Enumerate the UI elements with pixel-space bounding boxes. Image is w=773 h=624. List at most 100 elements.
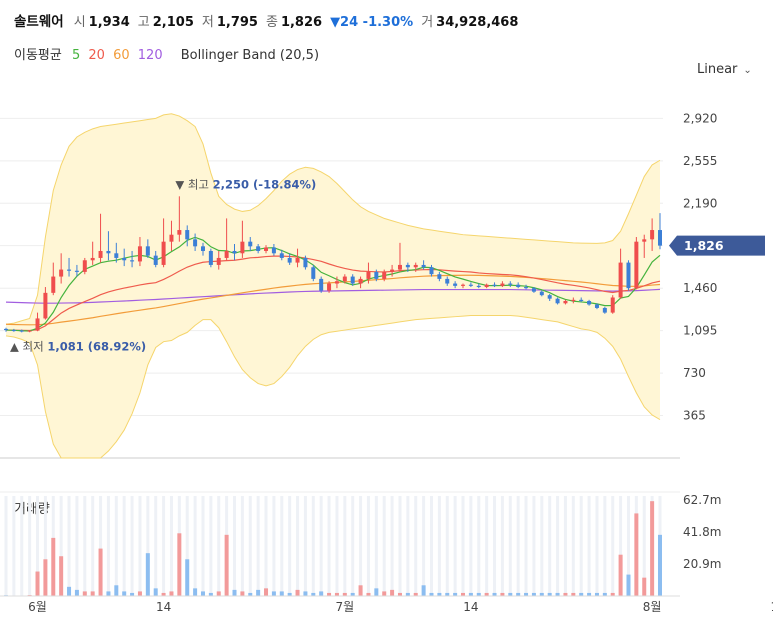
volume-bar (461, 592, 466, 596)
volume-bar (200, 591, 205, 596)
volume-bar (508, 592, 513, 596)
volume-bar (453, 592, 458, 596)
bollinger-lower-line (5, 315, 661, 459)
candle-body (334, 281, 339, 284)
volume-bar (642, 577, 647, 596)
volume-bar (169, 591, 174, 596)
candle-body (453, 283, 458, 286)
candle-body (531, 288, 536, 292)
volume-bar (161, 592, 166, 596)
volume-bar (67, 586, 72, 596)
ma60-legend[interactable]: 60 (113, 48, 130, 63)
candle-body (366, 271, 371, 279)
candle-body (232, 250, 237, 254)
volume-bar (579, 592, 584, 596)
volume-bar (437, 592, 442, 596)
candle-body (405, 264, 410, 268)
volume-bar (74, 589, 79, 596)
high-value: 2,105 (152, 15, 194, 30)
volume-bar (232, 589, 237, 596)
candle-body (327, 283, 332, 291)
ma5-legend[interactable]: 5 (71, 48, 81, 63)
ma120-legend[interactable]: 120 (137, 48, 163, 63)
candle-body (492, 284, 497, 286)
volume-bar (279, 591, 284, 596)
volume-bar (106, 591, 111, 596)
volume-bar (445, 592, 450, 596)
candle-body (547, 295, 552, 299)
candle-body (610, 297, 615, 313)
candle-body (445, 278, 450, 284)
volume-bar (358, 585, 363, 596)
change-value: ▼24 -1.30% (330, 15, 414, 30)
ma60-line (5, 274, 661, 326)
candle-body (256, 246, 261, 251)
candle-body (413, 264, 418, 268)
volume-bar (350, 592, 355, 596)
stock-name: 솔트웨어 (14, 14, 64, 30)
volume-bar (555, 592, 560, 596)
candle-body (634, 241, 639, 289)
candle-body (397, 264, 402, 270)
candle-body (177, 230, 182, 235)
y-tick-label: 2,920 (683, 111, 717, 125)
x-tick-label: 14 (156, 600, 171, 614)
y-tick-label: 1,095 (683, 324, 717, 338)
candle-body (279, 253, 284, 258)
candle-body (658, 230, 662, 246)
candle-body (374, 271, 379, 279)
volume-bar (618, 554, 623, 596)
candle-body (508, 283, 513, 285)
volume-bar (539, 592, 544, 596)
volume-bar (382, 591, 387, 596)
volume-bar (650, 501, 655, 596)
volume-bar (421, 585, 426, 596)
volume-bar (658, 534, 662, 596)
candle-body (35, 318, 40, 331)
volume-bar (185, 559, 190, 596)
candle-body (437, 274, 442, 279)
candle-body (224, 250, 229, 258)
volume-bar (287, 592, 292, 596)
volume-bar (484, 592, 489, 596)
volume-bar (153, 588, 158, 596)
candle-body (27, 330, 32, 332)
volume-bar (264, 588, 269, 596)
scale-selector[interactable]: Linear ⌄ (697, 62, 752, 77)
volume-bar (547, 592, 552, 596)
max-price-annotation: ▼ 최고 2,250 (-18.84%) (175, 177, 316, 191)
volume-bar (524, 592, 529, 596)
volume-bar (193, 588, 198, 596)
y-tick-label: 2,190 (683, 196, 717, 210)
volume-bar (208, 592, 213, 596)
volume-bar (531, 592, 536, 596)
candle-body (248, 241, 253, 247)
indicator-legend: 이동평균 5 20 60 120 Bollinger Band (20,5) (14, 44, 325, 63)
volume-bar (342, 592, 347, 596)
candle-body (579, 299, 584, 301)
min-price-annotation: ▲ 최저 1,081 (68.92%) (10, 339, 146, 353)
ma20-legend[interactable]: 20 (88, 48, 105, 63)
bollinger-legend[interactable]: Bollinger Band (20,5) (180, 48, 320, 63)
candle-body (319, 278, 324, 291)
volume-bar (374, 588, 379, 596)
scale-selector-label: Linear (697, 62, 738, 77)
low-value: 1,795 (216, 15, 258, 30)
volume-bar (216, 591, 221, 596)
stock-header: 솔트웨어 시 1,934 고 2,105 저 1,795 종 1,826 ▼24… (14, 10, 526, 34)
candle-body (563, 300, 568, 304)
candle-body (524, 287, 529, 289)
candle-body (98, 250, 103, 258)
candle-body (476, 285, 481, 288)
close-label: 종 (265, 15, 278, 30)
volume-bar (413, 592, 418, 596)
volume-bar (240, 591, 245, 596)
open-label: 시 (73, 15, 86, 30)
volume-bar (177, 533, 182, 596)
volume-bar (35, 571, 40, 596)
volume-bar (634, 513, 639, 596)
candle-body (122, 257, 127, 261)
ma-label: 이동평균 (14, 48, 62, 63)
volume-tick-label: 41.8m (683, 525, 721, 539)
